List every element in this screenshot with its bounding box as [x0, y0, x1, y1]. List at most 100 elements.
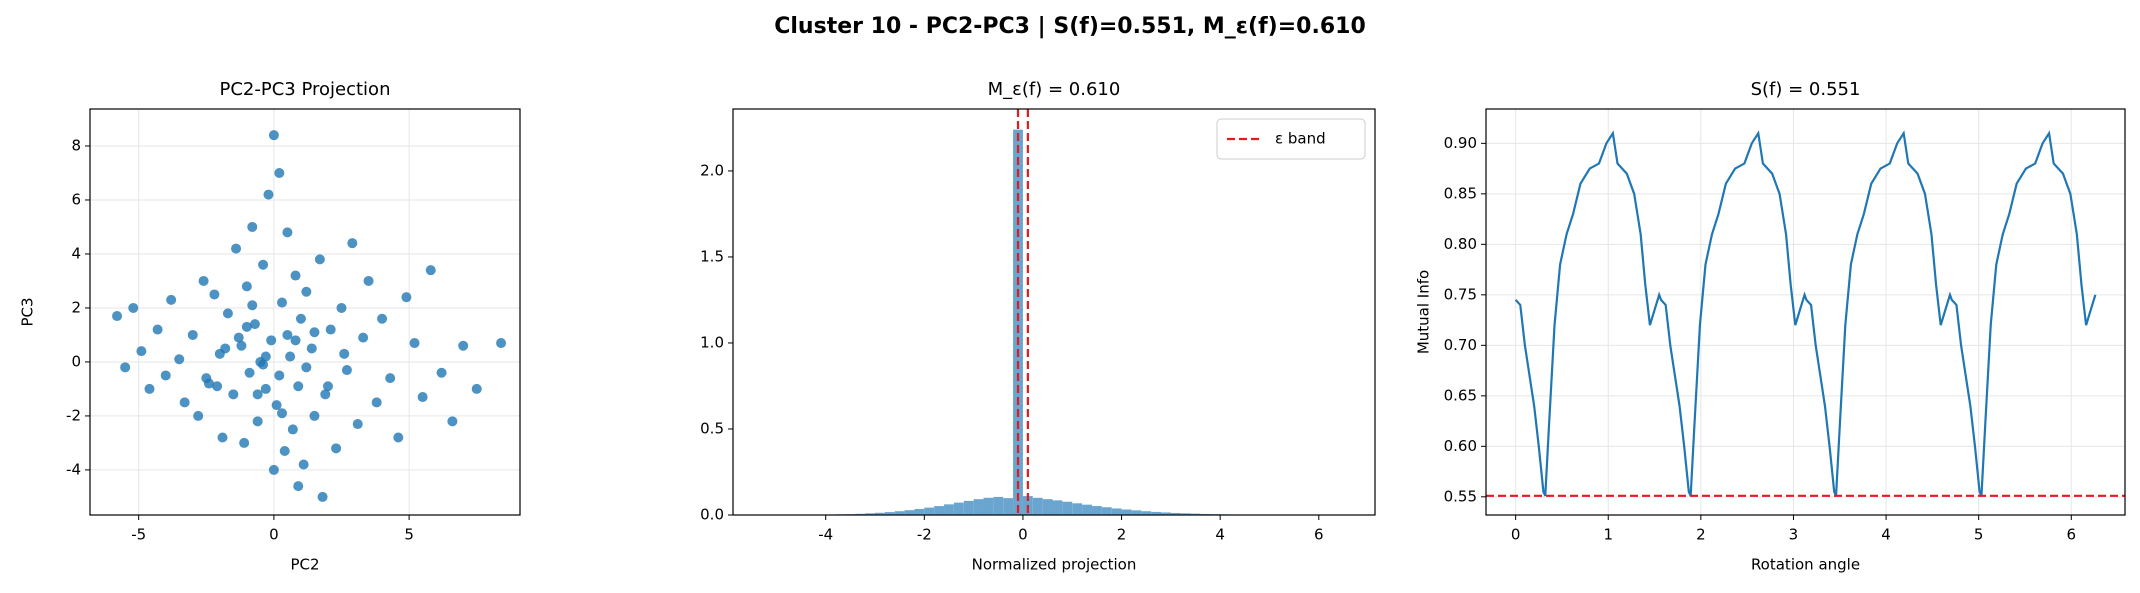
scatter-point	[385, 373, 396, 384]
scatter-point	[166, 294, 177, 305]
x-tick-label: 0	[1511, 526, 1521, 544]
scatter-point	[263, 189, 274, 200]
histogram-bar	[875, 512, 885, 515]
scatter-point	[285, 351, 296, 362]
histogram-bar	[1170, 512, 1181, 515]
plot-frame	[732, 108, 1376, 516]
scatter-point	[179, 397, 190, 408]
y-tick-label: 0.0	[700, 506, 724, 524]
scatter-point	[458, 340, 469, 351]
scatter-point	[136, 346, 147, 357]
scatter-point	[309, 410, 320, 421]
y-axis-label: Mutual Info	[1415, 270, 1433, 354]
scatter-point	[120, 362, 131, 373]
histogram-bar	[1121, 509, 1132, 515]
y-tick-label: -4	[66, 460, 81, 478]
scatter-point	[258, 259, 269, 270]
scatter-point	[268, 464, 279, 475]
histogram-bar	[904, 510, 915, 515]
y-tick-label: 2.0	[700, 161, 724, 179]
scatter-point	[363, 275, 374, 286]
scatter-point	[471, 383, 482, 394]
scatter-point	[209, 289, 220, 300]
histogram-bar	[1052, 500, 1063, 515]
scatter-point	[152, 324, 163, 335]
scatter-point	[309, 327, 320, 338]
histogram-bar	[944, 504, 954, 515]
histogram-bar	[1190, 513, 1201, 515]
y-tick-label: 0.70	[1444, 336, 1477, 354]
scatter-point	[293, 381, 304, 392]
histogram-bar	[1111, 508, 1122, 515]
histogram-bar	[983, 497, 994, 515]
scatter-point	[274, 370, 285, 381]
histogram-bar	[953, 502, 964, 515]
scatter-point	[268, 130, 279, 141]
y-tick-label: 0	[71, 352, 81, 370]
scatter-point	[112, 311, 123, 322]
histogram-bar	[1091, 506, 1102, 515]
histogram-bar	[865, 513, 876, 515]
histogram-bar	[993, 496, 1004, 515]
x-tick-label: 0	[1018, 526, 1028, 544]
scatter-point	[144, 383, 155, 394]
histogram-bar	[934, 506, 945, 515]
y-tick-label: 6	[71, 190, 81, 208]
y-tick-label: 0.65	[1444, 386, 1477, 404]
y-tick-label: -2	[66, 406, 81, 424]
scatter-point	[290, 270, 301, 281]
scatter-point	[222, 308, 233, 319]
scatter-point	[322, 381, 333, 392]
x-tick-label: 4	[1215, 526, 1225, 544]
histogram-bar	[855, 513, 866, 515]
scatter-point	[301, 362, 312, 373]
x-tick-label: -4	[818, 526, 833, 544]
scatter-point	[409, 338, 420, 349]
scatter-point	[220, 343, 231, 354]
x-tick-label: 2	[1696, 526, 1706, 544]
scatter-point	[320, 389, 331, 400]
scatter-point	[277, 408, 288, 419]
scatter-point	[377, 313, 388, 324]
scatter-point	[233, 332, 244, 343]
histogram-bar	[1042, 499, 1053, 515]
x-axis-label: Rotation angle	[1751, 556, 1860, 574]
panel-title: PC2-PC3 Projection	[220, 79, 391, 100]
scatter-point	[260, 351, 271, 362]
histogram-bar	[1013, 129, 1023, 515]
figure-title: Cluster 10 - PC2-PC3 | S(f)=0.551, M_ε(f…	[774, 14, 1366, 39]
y-tick-label: 1.0	[700, 333, 724, 351]
scatter-point	[417, 392, 428, 403]
scatter-point	[347, 238, 358, 249]
scatter-point	[266, 335, 277, 346]
histogram-bar	[1062, 501, 1073, 515]
x-tick-label: 0	[269, 526, 279, 544]
scatter-point	[236, 340, 247, 351]
scatter-point	[341, 365, 352, 376]
scatter-point	[282, 329, 293, 340]
histogram-bar	[1141, 511, 1152, 515]
scatter-point	[247, 221, 258, 232]
y-tick-label: 4	[71, 244, 81, 262]
scatter-point	[436, 367, 447, 378]
panel-title: S(f) = 0.551	[1751, 79, 1861, 100]
scatter-point	[187, 329, 198, 340]
legend-box	[1216, 118, 1366, 160]
y-tick-label: 0.5	[700, 419, 724, 437]
scatter-point	[282, 227, 293, 238]
histogram-bar	[973, 499, 984, 515]
histogram-bar	[1072, 503, 1083, 515]
y-tick-label: 2	[71, 298, 81, 316]
histogram-bar	[1082, 504, 1092, 515]
x-axis-label: PC2	[290, 556, 319, 574]
scatter-point	[271, 400, 282, 411]
scatter-point	[247, 300, 258, 311]
scatter-point	[249, 319, 260, 330]
scatter-point	[358, 332, 369, 343]
scatter-point	[252, 416, 263, 427]
scatter-point	[239, 437, 250, 448]
scatter-point	[425, 265, 436, 276]
scatter-point	[401, 292, 412, 303]
histogram-bar	[1151, 511, 1161, 515]
histogram-bar	[1131, 510, 1142, 515]
